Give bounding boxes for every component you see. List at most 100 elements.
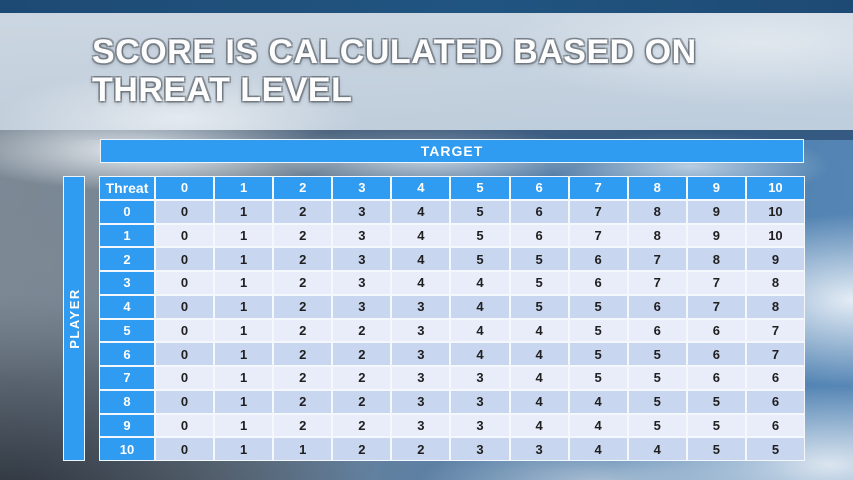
matrix-cell: 4 <box>451 343 509 365</box>
matrix-cell: 2 <box>333 367 391 389</box>
matrix-cell: 5 <box>746 438 804 460</box>
top-band <box>0 0 853 13</box>
matrix-cell: 4 <box>451 272 509 294</box>
matrix-cell: 6 <box>746 414 804 437</box>
matrix-cell: 5 <box>451 248 509 270</box>
matrix-cell: 6 <box>628 295 686 318</box>
matrix-cell: 0 <box>156 200 214 223</box>
matrix-cell: 3 <box>333 248 391 270</box>
matrix-cell: 7 <box>628 272 686 294</box>
matrix-cell: 4 <box>392 248 450 270</box>
matrix-cell: 6 <box>510 200 568 223</box>
matrix-cell: 5 <box>628 390 686 413</box>
matrix-cell: 2 <box>392 438 450 460</box>
matrix-cell: 1 <box>215 438 273 460</box>
matrix-cell: 6 <box>510 224 568 247</box>
matrix-column-header: 0 <box>156 177 214 199</box>
matrix-cell: 1 <box>215 343 273 365</box>
matrix-cell: 5 <box>569 343 627 365</box>
score-matrix: Threat 0 1 2 3 4 5 6 7 8 9 10 0 0 1 2 3 4 5 6 7 8 9 10 1 0 1 2 3 4 5 6 7… <box>99 176 805 461</box>
matrix-cell: 0 <box>156 248 214 270</box>
matrix-cell: 3 <box>392 390 450 413</box>
matrix-cell: 3 <box>392 295 450 318</box>
matrix-cell: 4 <box>392 272 450 294</box>
matrix-cell: 7 <box>628 248 686 270</box>
matrix-cell: 10 <box>746 224 804 247</box>
matrix-row-header: 10 <box>100 438 154 460</box>
matrix-cell: 3 <box>392 367 450 389</box>
matrix-cell: 5 <box>628 343 686 365</box>
matrix-cell: 2 <box>274 200 332 223</box>
matrix-cell: 5 <box>569 295 627 318</box>
matrix-row-header: 0 <box>100 200 154 223</box>
title-band: SCORE IS CALCULATED BASED ON THREAT LEVE… <box>0 13 853 130</box>
matrix-cell: 8 <box>746 272 804 294</box>
matrix-cell: 4 <box>510 343 568 365</box>
matrix-cell: 2 <box>333 343 391 365</box>
matrix-cell: 2 <box>274 295 332 318</box>
matrix-cell: 10 <box>746 200 804 223</box>
matrix-cell: 7 <box>569 224 627 247</box>
matrix-cell: 4 <box>392 200 450 223</box>
matrix-column-header: 6 <box>510 177 568 199</box>
target-header-bar: TARGET <box>100 139 804 163</box>
matrix-cell: 4 <box>392 224 450 247</box>
matrix-column-header: 3 <box>333 177 391 199</box>
matrix-cell: 9 <box>746 248 804 270</box>
matrix-cell: 2 <box>333 414 391 437</box>
matrix-cell: 1 <box>215 200 273 223</box>
matrix-cell: 0 <box>156 414 214 437</box>
matrix-column-header: 8 <box>628 177 686 199</box>
matrix-cell: 5 <box>687 414 745 437</box>
matrix-cell: 2 <box>274 414 332 437</box>
matrix-cell: 1 <box>215 319 273 342</box>
matrix-cell: 6 <box>746 390 804 413</box>
slide-title-line1: SCORE IS CALCULATED BASED ON <box>92 33 697 71</box>
matrix-cell: 3 <box>451 438 509 460</box>
target-label: TARGET <box>420 143 484 159</box>
matrix-cell: 2 <box>333 438 391 460</box>
matrix-cell: 4 <box>510 390 568 413</box>
matrix-cell: 7 <box>746 319 804 342</box>
matrix-cell: 1 <box>274 438 332 460</box>
matrix-cell: 6 <box>569 248 627 270</box>
matrix-row-header: 4 <box>100 295 154 318</box>
matrix-column-header: 5 <box>451 177 509 199</box>
matrix-column-header: 2 <box>274 177 332 199</box>
horizon-strip <box>0 130 853 140</box>
matrix-cell: 5 <box>510 295 568 318</box>
matrix-cell: 0 <box>156 367 214 389</box>
matrix-cell: 2 <box>274 390 332 413</box>
matrix-cell: 3 <box>333 200 391 223</box>
matrix-row-header: 9 <box>100 414 154 437</box>
matrix-row-header: 6 <box>100 343 154 365</box>
matrix-row-header: 5 <box>100 319 154 342</box>
matrix-row-header: 1 <box>100 224 154 247</box>
matrix-row-header: 8 <box>100 390 154 413</box>
matrix-cell: 6 <box>569 272 627 294</box>
matrix-cell: 5 <box>628 367 686 389</box>
matrix-cell: 3 <box>392 414 450 437</box>
matrix-cell: 4 <box>628 438 686 460</box>
matrix-cell: 6 <box>628 319 686 342</box>
slide-title: SCORE IS CALCULATED BASED ON THREAT LEVE… <box>0 13 853 109</box>
matrix-cell: 6 <box>687 343 745 365</box>
matrix-column-header: 9 <box>687 177 745 199</box>
matrix-cell: 1 <box>215 224 273 247</box>
matrix-column-header: 1 <box>215 177 273 199</box>
matrix-cell: 0 <box>156 438 214 460</box>
matrix-cell: 5 <box>628 414 686 437</box>
matrix-cell: 4 <box>510 367 568 389</box>
matrix-cell: 0 <box>156 319 214 342</box>
matrix-cell: 0 <box>156 224 214 247</box>
matrix-cell: 1 <box>215 414 273 437</box>
matrix-cell: 3 <box>392 343 450 365</box>
matrix-cell: 8 <box>628 224 686 247</box>
matrix-cell: 1 <box>215 390 273 413</box>
matrix-cell: 2 <box>274 343 332 365</box>
matrix-cell: 3 <box>333 224 391 247</box>
matrix-cell: 1 <box>215 295 273 318</box>
matrix-cell: 3 <box>451 367 509 389</box>
matrix-cell: 1 <box>215 367 273 389</box>
